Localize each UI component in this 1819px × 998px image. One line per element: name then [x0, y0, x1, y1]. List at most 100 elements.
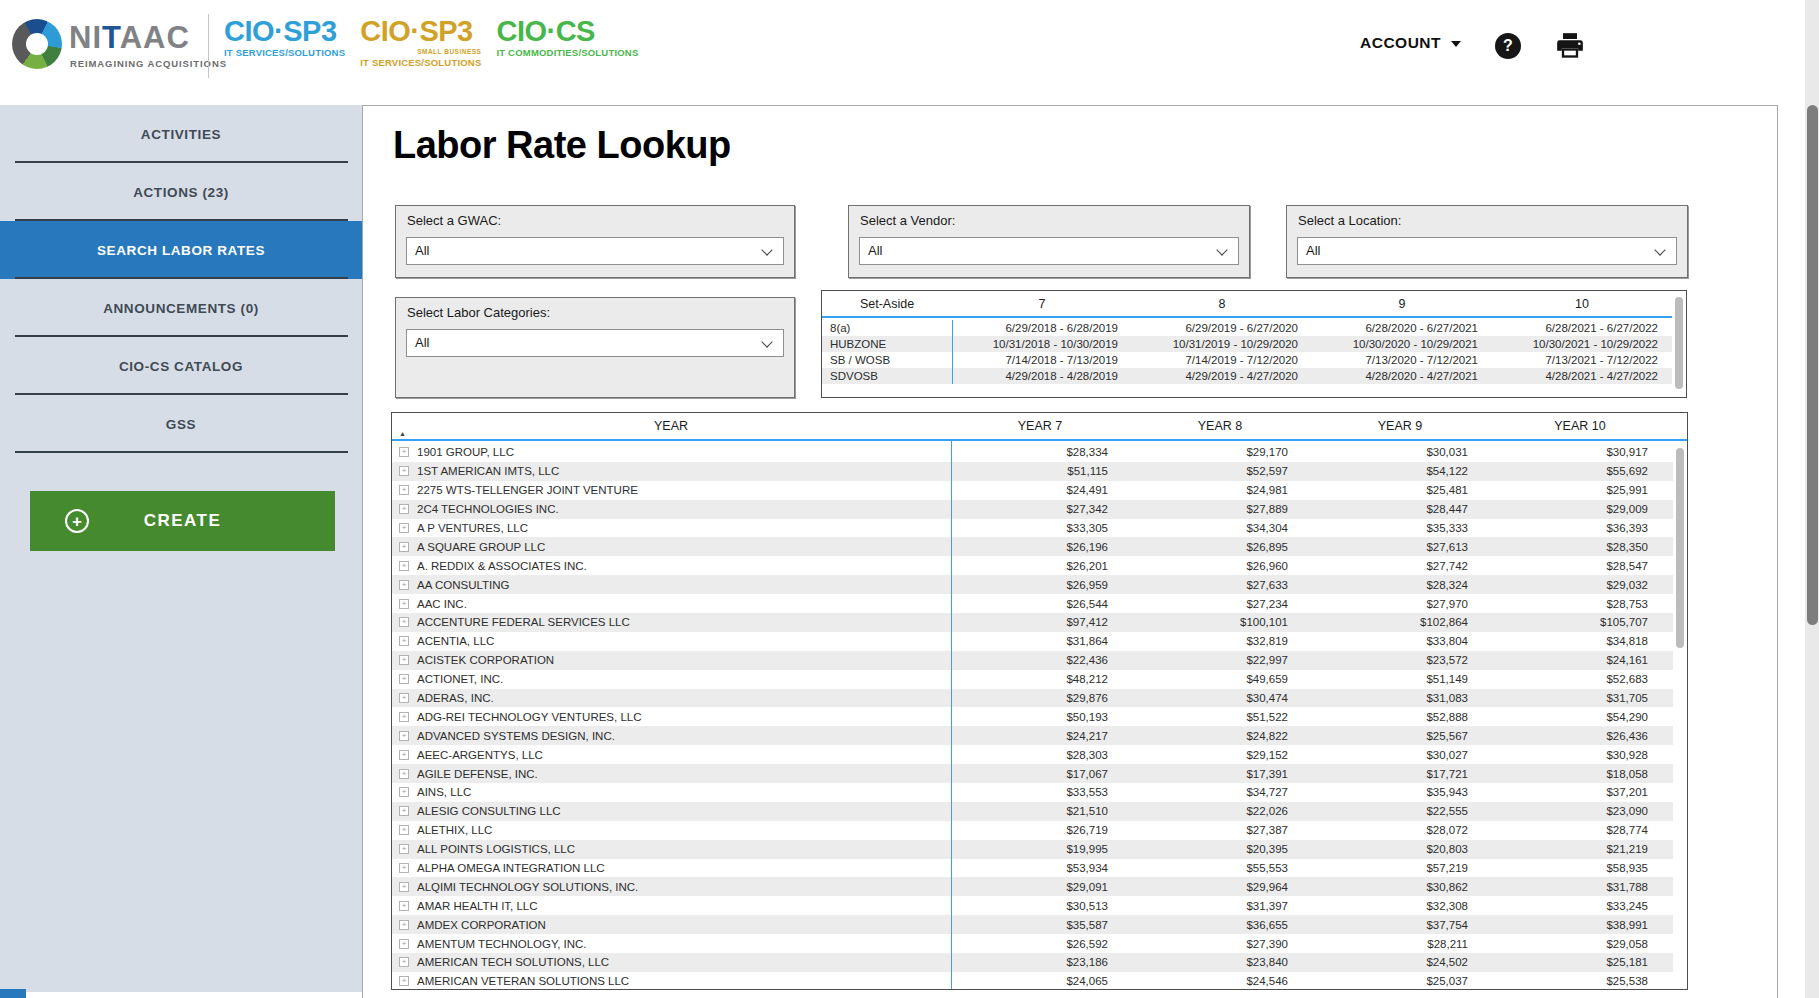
table-row[interactable]: +ADVANCED SYSTEMS DESIGN, INC.$24,217$24…: [392, 726, 1673, 745]
expand-icon[interactable]: +: [399, 674, 409, 684]
sort-ascending-icon[interactable]: ▲: [399, 430, 406, 437]
table-row[interactable]: +ADERAS, INC.$29,876$30,474$31,083$31,70…: [392, 689, 1673, 708]
account-menu[interactable]: ACCOUNT: [1360, 34, 1461, 52]
print-button[interactable]: [1556, 33, 1584, 59]
expand-icon[interactable]: +: [399, 599, 409, 609]
expand-icon[interactable]: +: [399, 769, 409, 779]
rate-cell: $27,742: [1310, 560, 1490, 572]
expand-icon[interactable]: +: [399, 882, 409, 892]
table-row[interactable]: +ADG-REI TECHNOLOGY VENTURES, LLC$50,193…: [392, 707, 1673, 726]
table-row[interactable]: +AEEC-ARGENTYS, LLC$28,303$29,152$30,027…: [392, 745, 1673, 764]
rate-cell: $20,803: [1310, 843, 1490, 855]
expand-icon[interactable]: +: [399, 750, 409, 760]
set-aside-row[interactable]: SB / WOSB7/14/2018 - 7/13/20197/14/2019 …: [822, 352, 1672, 368]
create-button[interactable]: + CREATE: [30, 491, 335, 551]
table-row[interactable]: +AGILE DEFENSE, INC.$17,067$17,391$17,72…: [392, 764, 1673, 783]
table-row[interactable]: +A SQUARE GROUP LLC$26,196$26,895$27,613…: [392, 537, 1673, 556]
table-row[interactable]: +A P VENTURES, LLC$33,305$34,304$35,333$…: [392, 519, 1673, 538]
expand-icon[interactable]: +: [399, 447, 409, 457]
vendor-name: AMAR HEALTH IT, LLC: [417, 900, 538, 912]
sidebar-item-search-labor-rates[interactable]: SEARCH LABOR RATES: [0, 221, 362, 279]
table-row[interactable]: +AAC INC.$26,544$27,234$27,970$28,753: [392, 594, 1673, 613]
table-row[interactable]: +ALESIG CONSULTING LLC$21,510$22,026$22,…: [392, 802, 1673, 821]
column-header[interactable]: YEAR 7: [950, 419, 1130, 433]
expand-icon[interactable]: +: [399, 466, 409, 476]
nitaac-wordmark: NITAAC: [69, 22, 190, 53]
table-row[interactable]: +A. REDDIX & ASSOCIATES INC.$26,201$26,9…: [392, 556, 1673, 575]
table-row[interactable]: +AINS, LLC$33,553$34,727$35,943$37,201: [392, 783, 1673, 802]
table-row[interactable]: +ACTIONET, INC.$48,212$49,659$51,149$52,…: [392, 670, 1673, 689]
expand-icon[interactable]: +: [399, 655, 409, 665]
table-row[interactable]: +1901 GROUP, LLC$28,334$29,170$30,031$30…: [392, 443, 1673, 462]
expand-icon[interactable]: +: [399, 844, 409, 854]
column-header[interactable]: Set-Aside: [822, 297, 952, 311]
table-row[interactable]: +ALQIMI TECHNOLOGY SOLUTIONS, INC.$29,09…: [392, 877, 1673, 896]
table-row[interactable]: +ACISTEK CORPORATION$22,436$22,997$23,57…: [392, 651, 1673, 670]
sidebar-item-cio-cs-catalog[interactable]: CIO-CS CATALOG: [0, 337, 362, 395]
expand-icon[interactable]: +: [399, 825, 409, 835]
table-row[interactable]: +AMENTUM TECHNOLOGY, INC.$26,592$27,390$…: [392, 934, 1673, 953]
vendor-select[interactable]: All: [859, 237, 1239, 265]
column-header[interactable]: 10: [1492, 297, 1672, 311]
table-row[interactable]: +AMAR HEALTH IT, LLC$30,513$31,397$32,30…: [392, 896, 1673, 915]
set-aside-scrollbar[interactable]: [1675, 297, 1683, 389]
browser-scrollbar-thumb[interactable]: [1807, 105, 1818, 625]
column-header[interactable]: 8: [1132, 297, 1312, 311]
sidebar-item-label: CIO-CS CATALOG: [119, 359, 243, 374]
expand-icon[interactable]: +: [399, 863, 409, 873]
bottom-left-widget[interactable]: [0, 989, 26, 998]
column-header[interactable]: YEAR 9: [1310, 419, 1490, 433]
vendor-name-cell: +ADERAS, INC.: [392, 692, 950, 704]
expand-icon[interactable]: +: [399, 806, 409, 816]
vendor-name-cell: +AMDEX CORPORATION: [392, 919, 950, 931]
expand-icon[interactable]: +: [399, 920, 409, 930]
table-row[interactable]: +AMERICAN VETERAN SOLUTIONS LLC$24,065$2…: [392, 972, 1673, 991]
expand-icon[interactable]: +: [399, 901, 409, 911]
filter-labor-categories: Select Labor Categories: All: [395, 297, 795, 398]
column-header[interactable]: YEAR 10: [1490, 419, 1670, 433]
labor-categories-select[interactable]: All: [406, 329, 784, 357]
expand-icon[interactable]: +: [399, 523, 409, 533]
set-aside-row[interactable]: HUBZONE10/31/2018 - 10/30/201910/31/2019…: [822, 336, 1672, 352]
help-button[interactable]: ?: [1495, 33, 1521, 59]
set-aside-row[interactable]: SDVOSB4/29/2018 - 4/28/20194/29/2019 - 4…: [822, 368, 1672, 384]
expand-icon[interactable]: +: [399, 561, 409, 571]
expand-icon[interactable]: +: [399, 731, 409, 741]
sidebar-item-actions-23[interactable]: ACTIONS (23): [0, 163, 362, 221]
expand-icon[interactable]: +: [399, 617, 409, 627]
column-header[interactable]: YEAR 8: [1130, 419, 1310, 433]
sidebar-item-gss[interactable]: GSS: [0, 395, 362, 453]
expand-icon[interactable]: +: [399, 976, 409, 986]
table-row[interactable]: +ALPHA OMEGA INTEGRATION LLC$53,934$55,5…: [392, 859, 1673, 878]
table-row[interactable]: +ALETHIX, LLC$26,719$27,387$28,072$28,77…: [392, 821, 1673, 840]
table-row[interactable]: +AMDEX CORPORATION$35,587$36,655$37,754$…: [392, 915, 1673, 934]
expand-icon[interactable]: +: [399, 485, 409, 495]
expand-icon[interactable]: +: [399, 787, 409, 797]
expand-icon[interactable]: +: [399, 957, 409, 967]
table-row[interactable]: +ACENTIA, LLC$31,864$32,819$33,804$34,81…: [392, 632, 1673, 651]
table-row[interactable]: +2275 WTS-TELLENGER JOINT VENTURE$24,491…: [392, 481, 1673, 500]
expand-icon[interactable]: +: [399, 504, 409, 514]
expand-icon[interactable]: +: [399, 939, 409, 949]
sidebar-item-activities[interactable]: ACTIVITIES: [0, 105, 362, 163]
column-header[interactable]: 7: [952, 297, 1132, 311]
expand-icon[interactable]: +: [399, 580, 409, 590]
rates-table-scrollbar[interactable]: [1676, 448, 1684, 648]
table-row[interactable]: +AMERICAN TECH SOLUTIONS, LLC$23,186$23,…: [392, 953, 1673, 972]
column-header[interactable]: 9: [1312, 297, 1492, 311]
set-aside-row[interactable]: 8(a)6/29/2018 - 6/28/20196/29/2019 - 6/2…: [822, 320, 1672, 336]
table-row[interactable]: +ALL POINTS LOGISTICS, LLC$19,995$20,395…: [392, 840, 1673, 859]
location-select[interactable]: All: [1297, 237, 1677, 265]
table-row[interactable]: +AA CONSULTING$26,959$27,633$28,324$29,0…: [392, 575, 1673, 594]
table-row[interactable]: +ACCENTURE FEDERAL SERVICES LLC$97,412$1…: [392, 613, 1673, 632]
rate-cell: $24,491: [950, 484, 1130, 496]
expand-icon[interactable]: +: [399, 542, 409, 552]
expand-icon[interactable]: +: [399, 636, 409, 646]
column-header[interactable]: YEAR: [392, 419, 950, 433]
table-row[interactable]: +2C4 TECHNOLOGIES INC.$27,342$27,889$28,…: [392, 500, 1673, 519]
expand-icon[interactable]: +: [399, 693, 409, 703]
gwac-select[interactable]: All: [406, 237, 784, 265]
table-row[interactable]: +1ST AMERICAN IMTS, LLC$51,115$52,597$54…: [392, 462, 1673, 481]
sidebar-item-announcements-0[interactable]: ANNOUNCEMENTS (0): [0, 279, 362, 337]
expand-icon[interactable]: +: [399, 712, 409, 722]
